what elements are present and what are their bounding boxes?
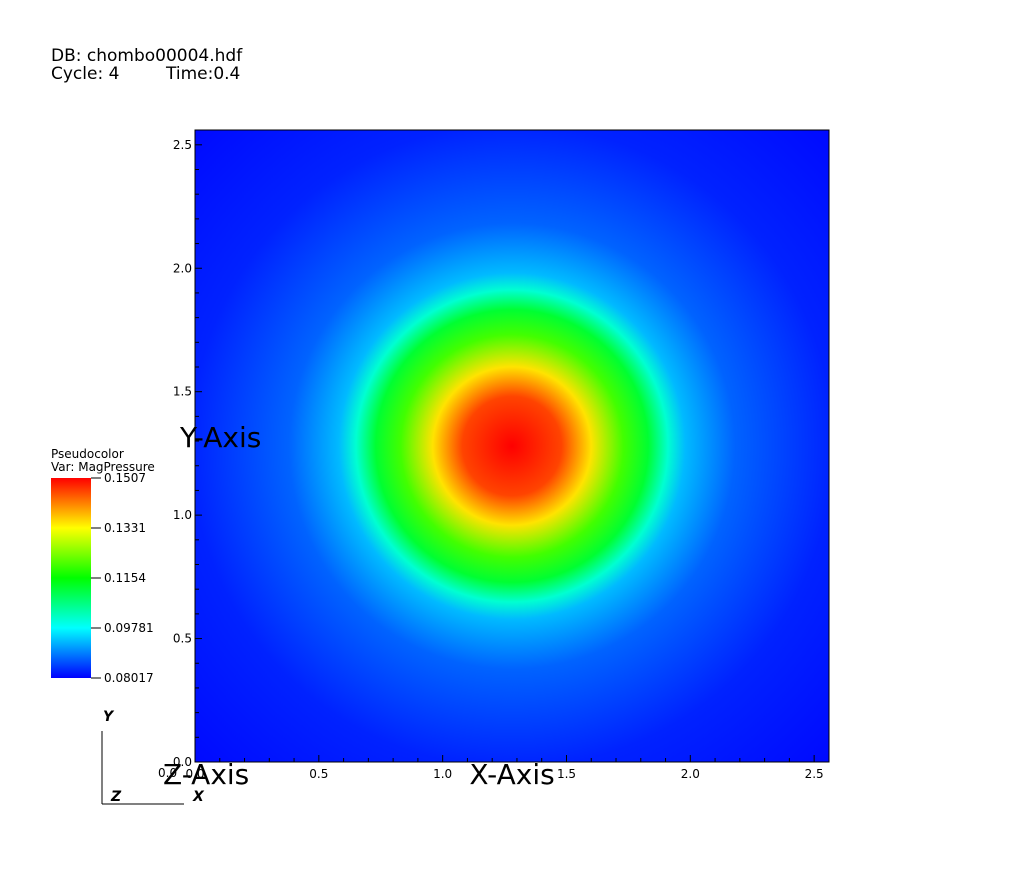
x-tick-label: 0.0 bbox=[185, 767, 204, 781]
legend-variable: Var: MagPressure bbox=[51, 460, 155, 474]
x-tick-label: 1.0 bbox=[433, 767, 452, 781]
x-tick-label: 0.5 bbox=[309, 767, 328, 781]
triad-x-label: X bbox=[193, 789, 204, 805]
x-tick-label: 2.0 bbox=[681, 767, 700, 781]
x-axis-title: X-Axis bbox=[469, 758, 554, 791]
z-axis-tick-label: 0.0 bbox=[158, 766, 177, 780]
legend-tick-label: 0.1154 bbox=[104, 571, 146, 585]
y-tick-label: 2.5 bbox=[173, 138, 192, 152]
y-axis-title: Y-Axis bbox=[179, 421, 261, 454]
heatmap-field bbox=[195, 130, 829, 762]
plot-frame bbox=[194, 129, 830, 763]
y-tick-label: 1.5 bbox=[173, 385, 192, 399]
y-tick-label: 0.0 bbox=[173, 755, 192, 769]
triad-z-label: Z bbox=[111, 789, 122, 805]
database-label: DB: chombo00004.hdf bbox=[51, 46, 243, 66]
legend-title: Pseudocolor bbox=[51, 447, 124, 461]
time-label: Time:0.4 bbox=[166, 64, 241, 84]
y-tick-label: 0.5 bbox=[173, 632, 192, 646]
legend-tick-label: 0.1331 bbox=[104, 521, 146, 535]
legend-tick-label: 0.09781 bbox=[104, 621, 154, 635]
x-axis-ticks: 0.0 0.5 1.0 1.5 2.0 2.5 bbox=[185, 755, 824, 781]
y-tick-label: 2.0 bbox=[173, 261, 192, 275]
x-tick-label: 2.5 bbox=[805, 767, 824, 781]
triad-y-label: Y bbox=[103, 709, 114, 725]
y-tick-label: 1.0 bbox=[173, 508, 192, 522]
x-tick-label: 1.5 bbox=[557, 767, 576, 781]
legend-tick-label: 0.1507 bbox=[104, 471, 146, 485]
axes-triad bbox=[101, 731, 184, 805]
z-axis-title: Z-Axis bbox=[163, 758, 249, 791]
y-axis-ticks: 0.0 0.5 1.0 1.5 2.0 2.5 bbox=[173, 138, 202, 769]
legend-tick-label: 0.08017 bbox=[104, 671, 154, 685]
legend-ticks bbox=[91, 477, 101, 679]
cycle-label: Cycle: 4 bbox=[51, 64, 120, 84]
legend-colorbar bbox=[51, 478, 91, 678]
